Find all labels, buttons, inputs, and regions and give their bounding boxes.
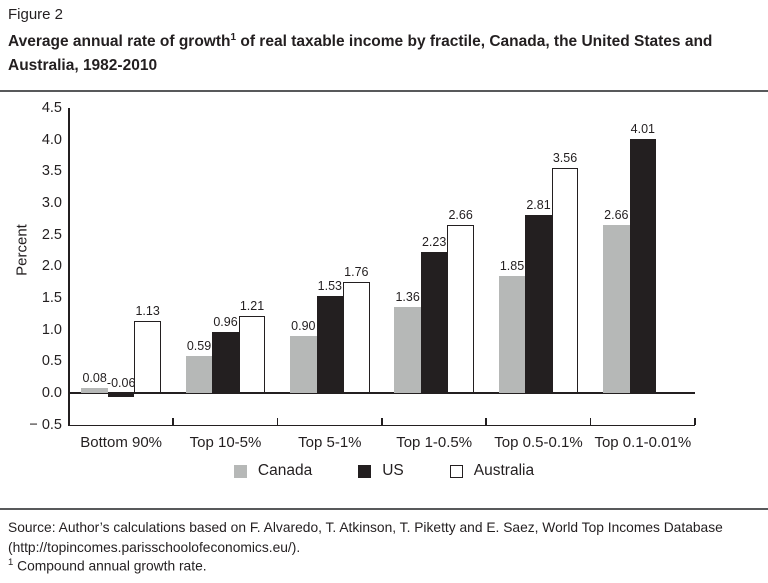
source-note: Source: Author’s calculations based on F… [8,518,760,557]
legend-label-australia: Australia [473,462,535,479]
source-line-2: (http://topincomes.parisschoolofeconomic… [8,539,301,555]
value-label-australia-top-5-1: 1.76 [344,264,369,279]
figure-label: Figure 2 [8,6,64,23]
value-label-us-top-0-1-0-01: 4.01 [630,122,655,137]
x-category-label-top-1-0-5: Top 1-0.5% [396,433,473,451]
bar-australia-bottom-90 [134,321,161,393]
x-axis-tick-2 [276,418,279,426]
y-tick-label-1-5: 1.5 [41,289,62,306]
x-category-label-top-10-5: Top 10-5% [189,433,262,451]
footnote-text: Compound annual growth rate. [13,558,207,574]
divider-bottom [0,508,768,510]
value-label-us-top-0-5-0-1: 2.81 [526,198,551,213]
legend-marker-canada [233,464,247,478]
value-label-australia-top-10-5: 1.21 [239,299,265,314]
legend-label-canada: Canada [257,462,313,479]
value-label-canada-bottom-90: 0.08 [82,370,107,385]
title-footnote-marker: 1 [230,32,237,43]
value-label-australia-top-1-0-5: 2.66 [448,207,473,222]
x-axis-line [69,424,695,427]
x-category-label-bottom-90: Bottom 90% [80,433,163,451]
value-label-canada-top-1-0-5: 1.36 [395,289,420,304]
value-label-canada-top-10-5: 0.59 [186,338,212,353]
bar-canada-top-1-0-5 [394,306,421,393]
bar-canada-top-10-5 [185,355,213,393]
bar-canada-top-0-5-0-1 [498,275,526,393]
legend-item-canada: Canada [233,462,313,480]
bar-canada-top-5-1 [290,335,317,393]
x-category-label-top-5-1: Top 5-1% [298,433,362,451]
bar-us-top-0-5-0-1 [525,215,552,393]
bar-australia-top-1-0-5 [447,224,474,393]
x-axis-tick-4 [485,418,487,426]
value-label-us-bottom-90: -0.06 [106,375,136,390]
chart-title: Average annual rate of growth1 of real t… [8,30,744,78]
legend-item-australia: Australia [449,462,535,480]
legend-label-us: US [382,462,404,479]
y-tick-label-4-0: 4.0 [41,131,62,148]
value-label-australia-top-0-5-0-1: 3.56 [552,150,578,165]
chart-title-text-cont: of real taxable income by fractile, Cana… [8,33,713,75]
bar-us-top-10-5 [212,332,239,393]
y-axis-line [68,108,70,427]
bar-australia-top-5-1 [343,281,370,393]
value-label-australia-bottom-90: 1.13 [135,304,160,319]
value-label-canada-top-5-1: 0.90 [291,318,316,333]
bar-canada-bottom-90 [81,387,108,393]
y-tick-label-2-5: 2.5 [41,226,62,243]
legend: Canada US Australia [0,462,768,480]
x-category-label-top-0-5-0-1: Top 0.5-0.1% [494,433,583,451]
footnote-marker: 1 [8,557,14,568]
y-tick-label-0-5: − 0.5 [29,416,62,433]
zero-baseline [69,391,695,394]
bar-us-top-0-1-0-01 [629,139,657,393]
bar-chart: Percent 4.5 4.0 3.5 3.0 2.5 2.0 1.5 1.0 0.5 0.0− … [0,100,768,456]
legend-marker-australia [449,464,463,478]
y-tick-label-3-5: 3.5 [41,163,62,180]
bar-us-bottom-90 [107,392,135,397]
value-label-canada-top-0-1-0-01: 2.66 [604,207,629,222]
value-label-us-top-10-5: 0.96 [213,315,238,330]
y-tick-label-0-0: 0.0 [41,384,62,401]
x-axis-tick-6 [694,418,696,426]
x-axis-tick-5 [589,418,592,426]
bar-us-top-1-0-5 [420,251,448,393]
y-tick-label-3-0: 3.0 [41,194,62,211]
value-label-us-top-1-0-5: 2.23 [421,234,447,249]
divider-top [0,90,768,92]
bar-us-top-5-1 [316,296,344,393]
bar-australia-top-0-5-0-1 [551,167,579,393]
value-label-canada-top-0-5-0-1: 1.85 [499,258,525,273]
x-axis-tick-3 [381,418,383,426]
footnote: 1 Compound annual growth rate. [8,557,760,574]
value-label-us-top-5-1: 1.53 [317,279,342,294]
chart-title-text: Average annual rate of growth [8,33,231,51]
y-tick-label-1-0: 1.0 [41,321,62,338]
bar-canada-top-0-1-0-01 [603,224,630,393]
bar-australia-top-10-5 [238,316,266,393]
y-tick-label-4-5: 4.5 [41,100,62,116]
y-tick-label-0-5: 0.5 [41,353,62,370]
x-category-label-top-0-1-0-01: Top 0.1-0.01% [594,433,692,451]
legend-marker-us [358,464,372,478]
legend-item-us: US [358,462,404,480]
y-tick-label-2-0: 2.0 [41,258,62,275]
source-line-1: Source: Author’s calculations based on F… [8,520,723,535]
x-axis-tick-1 [172,418,174,426]
